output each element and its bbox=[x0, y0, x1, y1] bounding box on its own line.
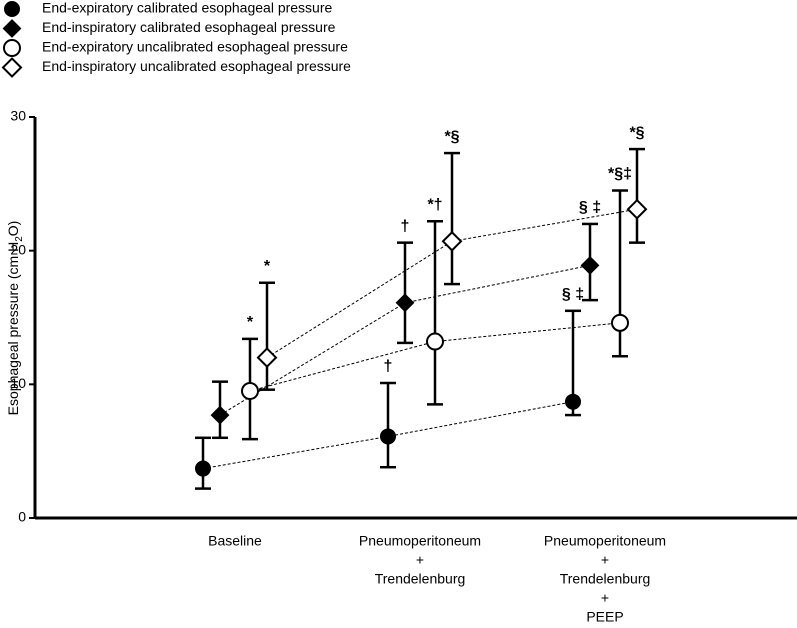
x-tick-label: Pneumoperitoneum bbox=[359, 533, 481, 549]
legend-marker bbox=[4, 1, 20, 17]
annotation: *§ bbox=[629, 124, 644, 141]
annotation: *† bbox=[427, 196, 442, 213]
marker bbox=[210, 405, 230, 425]
error-bar bbox=[427, 220, 443, 406]
x-tick-label: Trendelenburg bbox=[560, 571, 651, 587]
legend-label: End-inspiratory calibrated esophageal pr… bbox=[42, 19, 336, 35]
annotation: * bbox=[247, 314, 254, 331]
x-tick-label: PEEP bbox=[586, 609, 623, 625]
series-line bbox=[266, 208, 638, 359]
annotation: *§ bbox=[444, 128, 459, 145]
legend-marker bbox=[3, 39, 21, 57]
error-bar bbox=[259, 281, 275, 391]
marker bbox=[626, 198, 648, 220]
annotation: † bbox=[384, 358, 393, 375]
marker bbox=[395, 293, 415, 313]
marker bbox=[580, 255, 600, 275]
x-tick-label: + bbox=[601, 552, 609, 568]
marker bbox=[256, 347, 278, 369]
marker bbox=[426, 332, 444, 351]
annotation: *§‡ bbox=[608, 166, 632, 183]
annotation: * bbox=[264, 258, 271, 275]
marker bbox=[611, 313, 629, 332]
y-axis-label: Esophageal pressure (cm H2O) bbox=[5, 221, 25, 416]
legend-label: End-expiratory uncalibrated esophageal p… bbox=[42, 39, 348, 55]
y-label-part: Esophageal pressure (cm H bbox=[5, 242, 21, 416]
legend-marker bbox=[2, 19, 22, 38]
y-label-part: O) bbox=[5, 221, 21, 237]
error-bar bbox=[629, 147, 645, 244]
error-bar bbox=[380, 381, 396, 469]
y-tick-label: 0 bbox=[18, 509, 26, 525]
x-tick-label: + bbox=[601, 590, 609, 606]
marker bbox=[565, 393, 581, 410]
x-tick-label: Trendelenburg bbox=[375, 571, 466, 587]
marker bbox=[195, 460, 211, 477]
error-bar bbox=[397, 241, 413, 345]
marker bbox=[441, 230, 463, 252]
annotation: § ‡ bbox=[579, 199, 601, 216]
legend-label: End-inspiratory uncalibrated esophageal … bbox=[42, 58, 351, 74]
x-tick-label: + bbox=[416, 552, 424, 568]
x-tick-label: Pneumoperitoneum bbox=[544, 533, 666, 549]
x-tick-label: Baseline bbox=[208, 533, 262, 549]
annotation: § ‡ bbox=[562, 286, 584, 303]
annotation: † bbox=[401, 218, 410, 235]
error-bar bbox=[444, 151, 460, 286]
y-label-sub: 2 bbox=[14, 236, 25, 242]
y-tick-label: 30 bbox=[10, 108, 26, 124]
marker bbox=[380, 428, 396, 445]
y-tick-label: 20 bbox=[10, 241, 26, 257]
marker bbox=[241, 382, 259, 401]
legend-marker bbox=[1, 57, 23, 78]
y-tick-label: 10 bbox=[10, 375, 26, 391]
legend-label: End-expiratory calibrated esophageal pre… bbox=[42, 0, 332, 16]
